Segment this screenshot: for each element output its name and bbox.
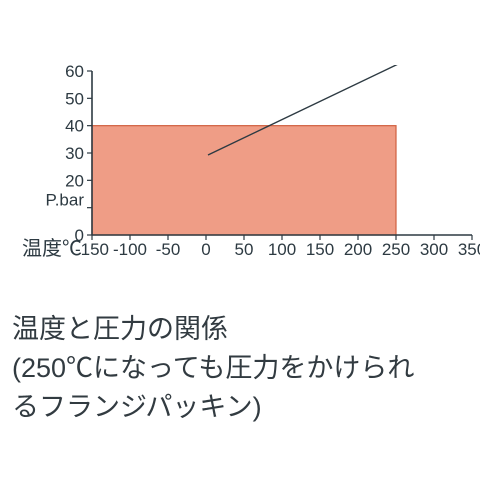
y-tick-label: 40 bbox=[65, 117, 84, 136]
x-tick-label: 150 bbox=[306, 240, 334, 259]
y-tick-label: 60 bbox=[65, 65, 84, 81]
x-tick-label: 200 bbox=[344, 240, 372, 259]
caption-line-3: るフランジパッキン) bbox=[12, 388, 488, 427]
y-tick-label: 20 bbox=[65, 171, 84, 190]
usable-range-chart: 02030405060P.bar-150-100-500501001502002… bbox=[20, 65, 480, 265]
x-tick-label: 100 bbox=[268, 240, 296, 259]
caption-block: 温度と圧力の関係 (250℃になっても圧力をかけられ るフランジパッキン) bbox=[12, 310, 488, 427]
caption-line-2: (250℃になっても圧力をかけられ bbox=[12, 349, 488, 388]
x-tick-label: -50 bbox=[156, 240, 181, 259]
x-tick-label: 350 bbox=[458, 240, 480, 259]
y-tick-label: 50 bbox=[65, 89, 84, 108]
x-tick-label: -100 bbox=[113, 240, 147, 259]
x-tick-label: 0 bbox=[201, 240, 210, 259]
x-tick-label: 300 bbox=[420, 240, 448, 259]
y-axis-unit: P.bar bbox=[46, 190, 85, 209]
usable-region bbox=[92, 126, 396, 235]
y-tick-label: 30 bbox=[65, 144, 84, 163]
x-axis-label: 温度℃ bbox=[22, 237, 82, 260]
x-tick-label: 50 bbox=[235, 240, 254, 259]
x-tick-label: 250 bbox=[382, 240, 410, 259]
caption-line-1: 温度と圧力の関係 bbox=[12, 310, 488, 349]
